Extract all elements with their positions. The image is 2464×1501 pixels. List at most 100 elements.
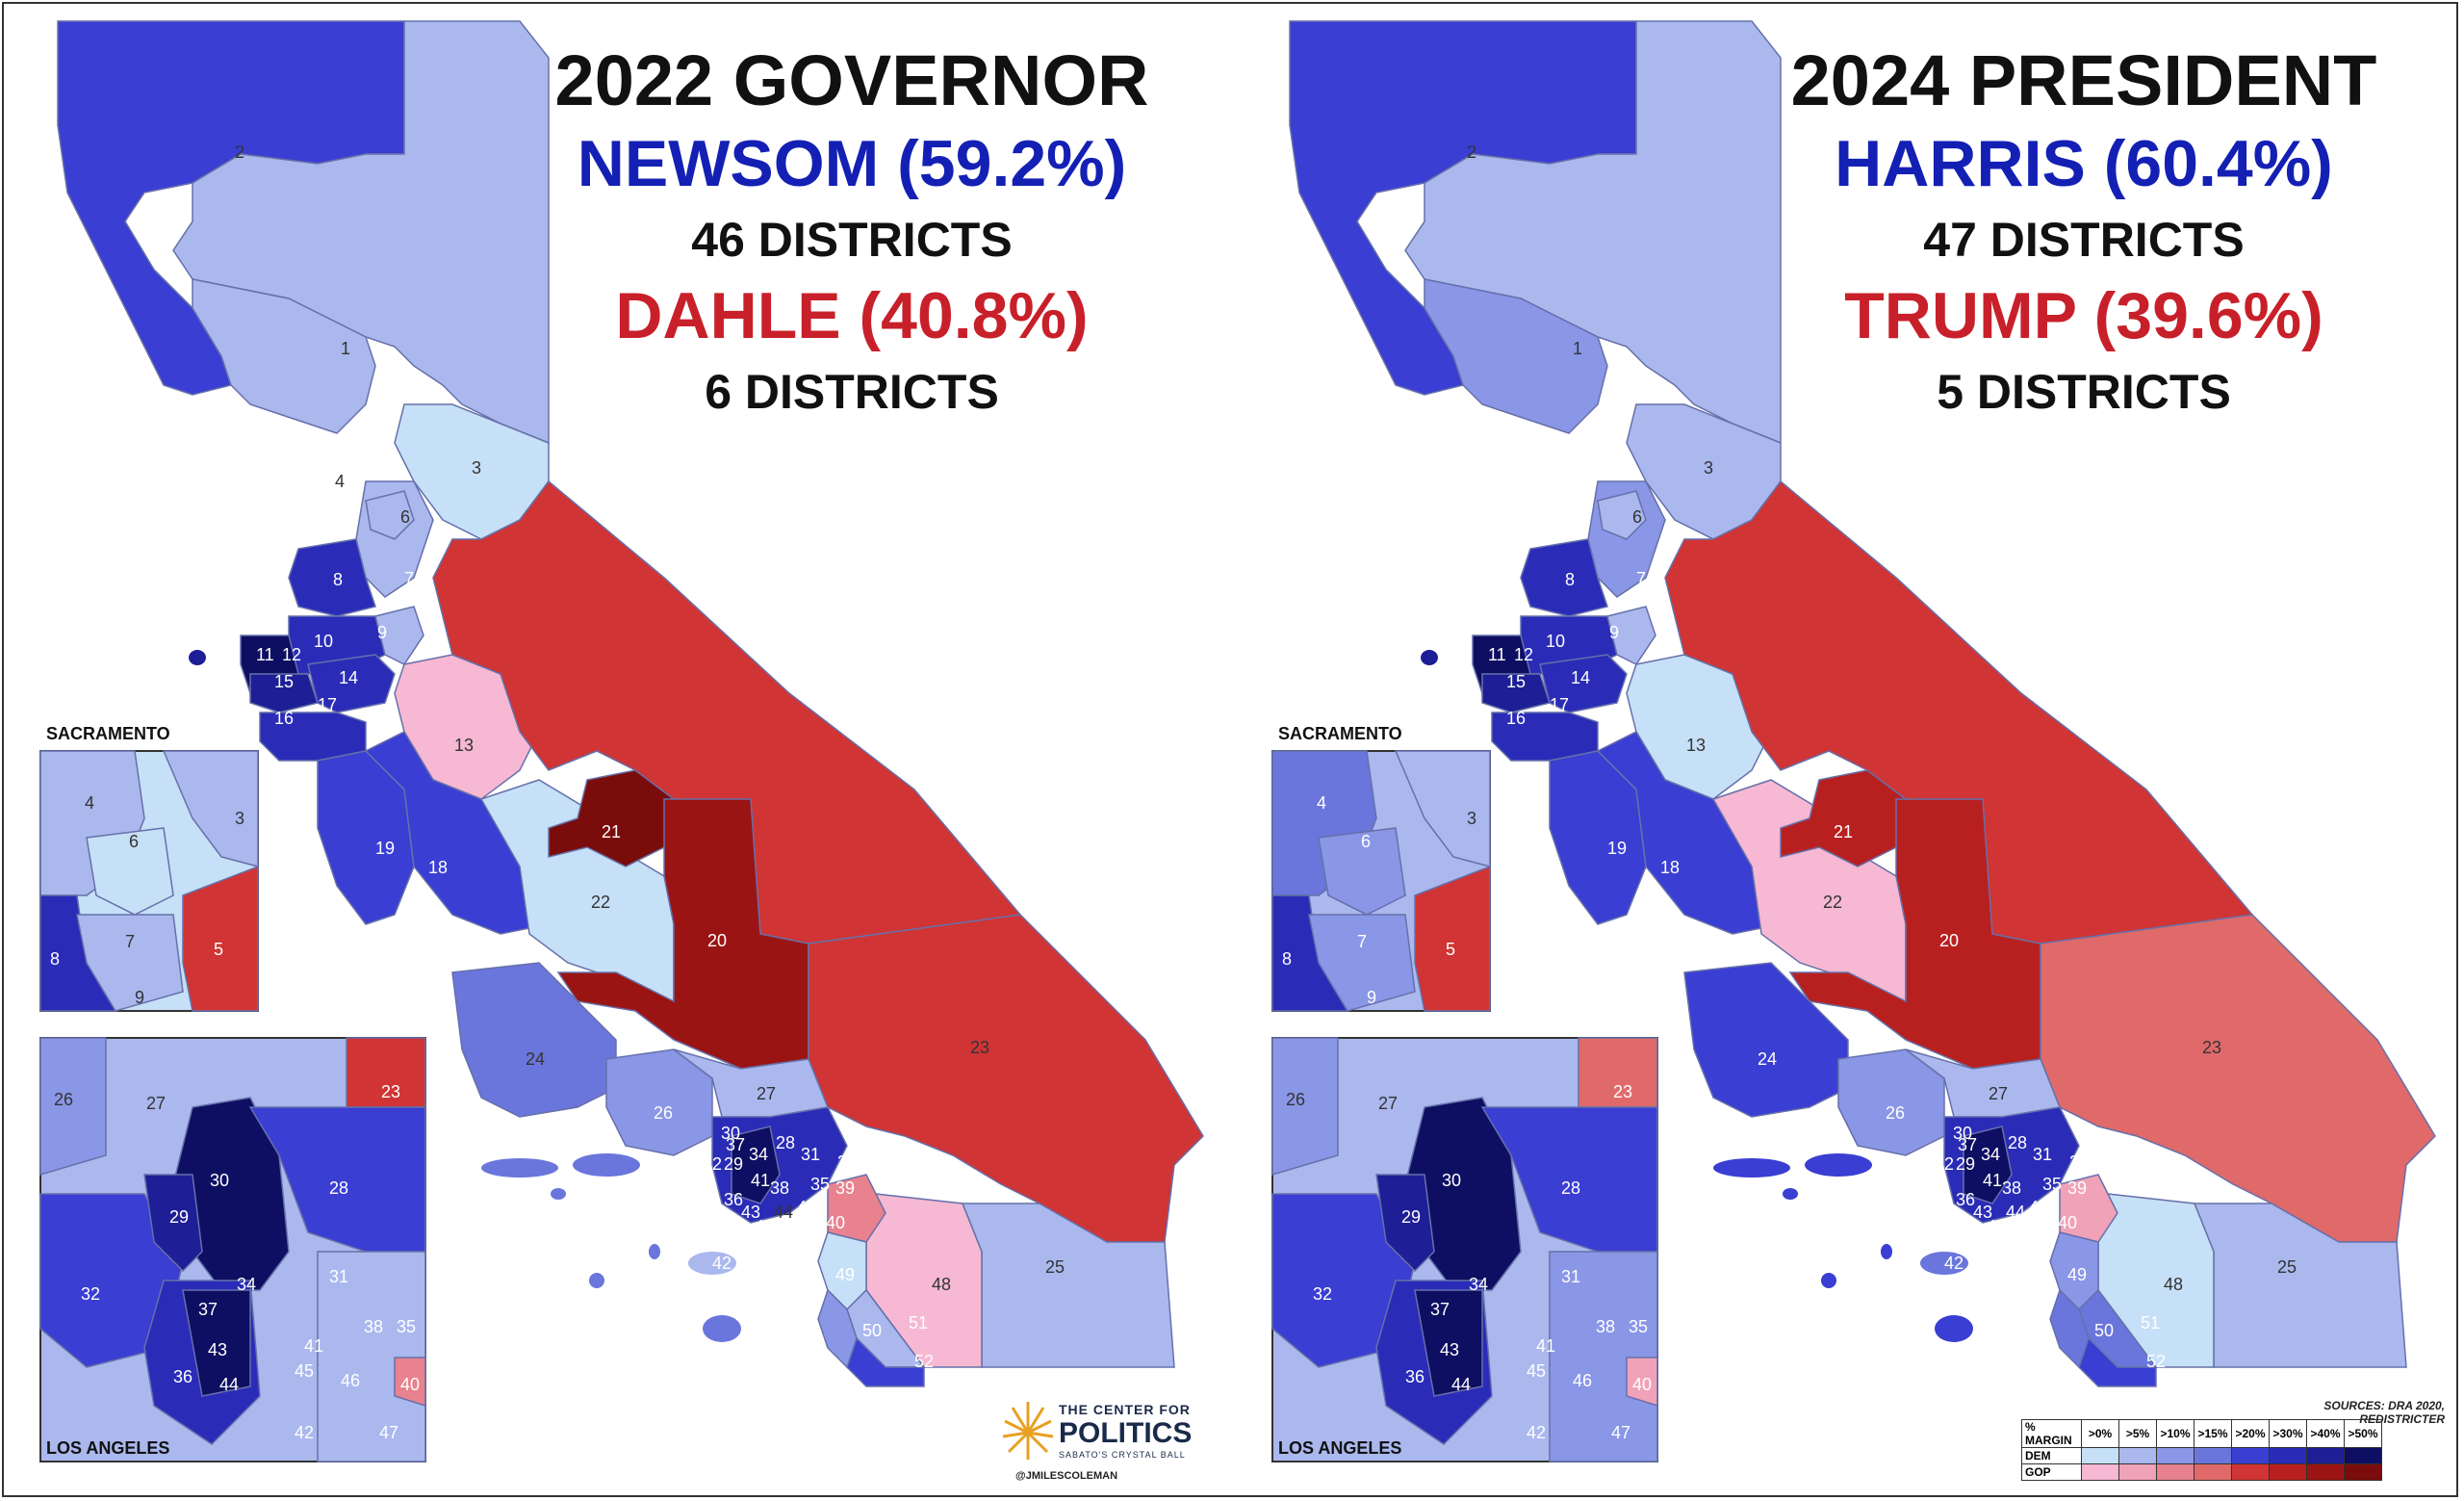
logo-line3: SABATO'S CRYSTAL BALL: [1059, 1450, 1186, 1460]
r-channel-island-5: [1821, 1273, 1836, 1288]
la-d29-shape: [143, 1174, 203, 1273]
r-label-d42: 42: [1944, 1254, 1964, 1273]
r-district-40-shape: [2059, 1174, 2118, 1243]
sunburst-icon: [1002, 1402, 1054, 1460]
la-label-d43: 43: [208, 1340, 227, 1359]
r-sac-label-d7: 7: [1357, 932, 1367, 951]
sac-label-d5: 5: [214, 940, 223, 959]
label-d17: 17: [318, 695, 337, 714]
sacramento-inset-label: SACRAMENTO: [46, 724, 170, 743]
sac-d3-shape: [162, 750, 259, 867]
r-farallon-island: [1421, 650, 1438, 665]
label-d20: 20: [707, 931, 727, 950]
sac-label-d9: 9: [135, 988, 144, 1007]
r-la-label-d30: 30: [1442, 1171, 1461, 1190]
la-label-d36: 36: [173, 1367, 192, 1386]
r-sac-d6-shape: [1318, 827, 1406, 916]
district-24-shape: [451, 962, 617, 1118]
label-d16: 16: [274, 709, 294, 728]
r-la-label-d32: 32: [1313, 1284, 1332, 1304]
r-label-d6: 6: [1632, 507, 1642, 527]
margin-legend: % MARGIN >0% >5% >10% >15% >20% >30% >40…: [2021, 1419, 2382, 1481]
r-district-6-shape: [1597, 490, 1647, 540]
la-label-d37: 37: [198, 1300, 218, 1319]
r-la-label-d47: 47: [1611, 1423, 1630, 1442]
r-la-label-d44: 44: [1451, 1375, 1471, 1394]
left-title-block: 2022 GOVERNOR NEWSOM (59.2%) 46 DISTRICT…: [525, 39, 1179, 427]
r-label-d10: 10: [1546, 632, 1565, 651]
r-label-d12: 12: [1514, 645, 1533, 664]
r-la-label-d27: 27: [1378, 1094, 1398, 1113]
r-label-d48: 48: [2164, 1275, 2183, 1294]
legend-bin-2: >10%: [2156, 1419, 2194, 1448]
la-d40-shape: [394, 1357, 426, 1408]
label-d12: 12: [282, 645, 301, 664]
r-label-d52: 52: [2146, 1352, 2166, 1371]
legend-gop-swatch-5: [2269, 1463, 2307, 1481]
r-label-d43: 43: [1973, 1203, 1992, 1222]
label-d43: 43: [741, 1203, 760, 1222]
r-label-d51: 51: [2141, 1313, 2160, 1333]
r-la-d26-shape: [1271, 1037, 1339, 1177]
label-d22: 22: [591, 893, 610, 912]
channel-island-3: [688, 1252, 736, 1275]
r-label-d24: 24: [1758, 1049, 1777, 1069]
r-label-d4: 4: [1567, 472, 1577, 491]
legend-dem-swatch-0: [2081, 1447, 2119, 1464]
r-label-d50: 50: [2094, 1321, 2114, 1340]
la-label-d27: 27: [146, 1094, 166, 1113]
r-district-4-shape: [1424, 278, 1608, 434]
legend-dem-label: DEM: [2021, 1447, 2082, 1464]
legend-bin-6: >40%: [2306, 1419, 2345, 1448]
legend-gop-swatch-7: [2344, 1463, 2382, 1481]
r-sacramento-inset-label: SACRAMENTO: [1278, 724, 1402, 743]
r-channel-island-1: [1713, 1158, 1790, 1178]
sac-d7-shape: [76, 914, 184, 1012]
logo-line1: THE CENTER FOR: [1059, 1402, 1191, 1417]
channel-island-4: [703, 1315, 741, 1342]
district-6-shape: [365, 490, 415, 540]
district-14-shape: [307, 654, 396, 713]
r-label-d21: 21: [1834, 822, 1853, 841]
left-dem-districts: 46 DISTRICTS: [691, 213, 1013, 267]
right-map: 2 1 4 3 6 7 8 9 10 11 12 13 14 15 16 17 …: [1271, 20, 2436, 1462]
la-label-d35: 35: [397, 1317, 416, 1336]
district-15-shape: [249, 673, 319, 713]
r-label-d29: 29: [1956, 1154, 1975, 1174]
r-district-8-shape: [1520, 538, 1608, 617]
label-d37: 37: [726, 1135, 745, 1154]
r-district-24-shape: [1683, 962, 1849, 1118]
r-la-se-shape: [1549, 1251, 1658, 1462]
label-d13: 13: [454, 736, 474, 755]
r-label-d9: 9: [1609, 623, 1619, 642]
r-label-d18: 18: [1660, 858, 1680, 877]
label-d18: 18: [428, 858, 448, 877]
label-d15: 15: [274, 672, 294, 691]
label-d7: 7: [404, 569, 414, 588]
legend-gop-swatch-2: [2156, 1463, 2194, 1481]
la-label-d31: 31: [329, 1267, 348, 1286]
la-label-d26: 26: [54, 1090, 73, 1109]
legend-dem-swatch-1: [2118, 1447, 2157, 1464]
r-label-d17: 17: [1550, 695, 1569, 714]
r-district-21-shape: [1780, 769, 1907, 867]
r-la-label-d43: 43: [1440, 1340, 1459, 1359]
legend-dem-swatch-5: [2269, 1447, 2307, 1464]
legend-gop-label: GOP: [2021, 1463, 2082, 1481]
logo-line2: POLITICS: [1059, 1417, 1193, 1449]
r-la-label-d26: 26: [1286, 1090, 1305, 1109]
district-5-shape: [432, 479, 1022, 945]
r-la-darkest-shape: [1963, 1126, 2013, 1204]
label-d40: 40: [826, 1213, 845, 1232]
legend-gop-swatch-3: [2194, 1463, 2232, 1481]
r-label-d35: 35: [2042, 1175, 2062, 1194]
r-label-d37: 37: [1958, 1135, 1977, 1154]
legend-bin-1: >5%: [2118, 1419, 2157, 1448]
r-label-d38: 38: [2002, 1178, 2021, 1198]
r-la-label-d29: 29: [1401, 1207, 1421, 1227]
label-d2: 2: [235, 142, 244, 162]
farallon-island: [189, 650, 206, 665]
r-la-label-d23: 23: [1613, 1082, 1632, 1101]
label-d49: 49: [835, 1265, 855, 1284]
legend-gop-swatch-0: [2081, 1463, 2119, 1481]
